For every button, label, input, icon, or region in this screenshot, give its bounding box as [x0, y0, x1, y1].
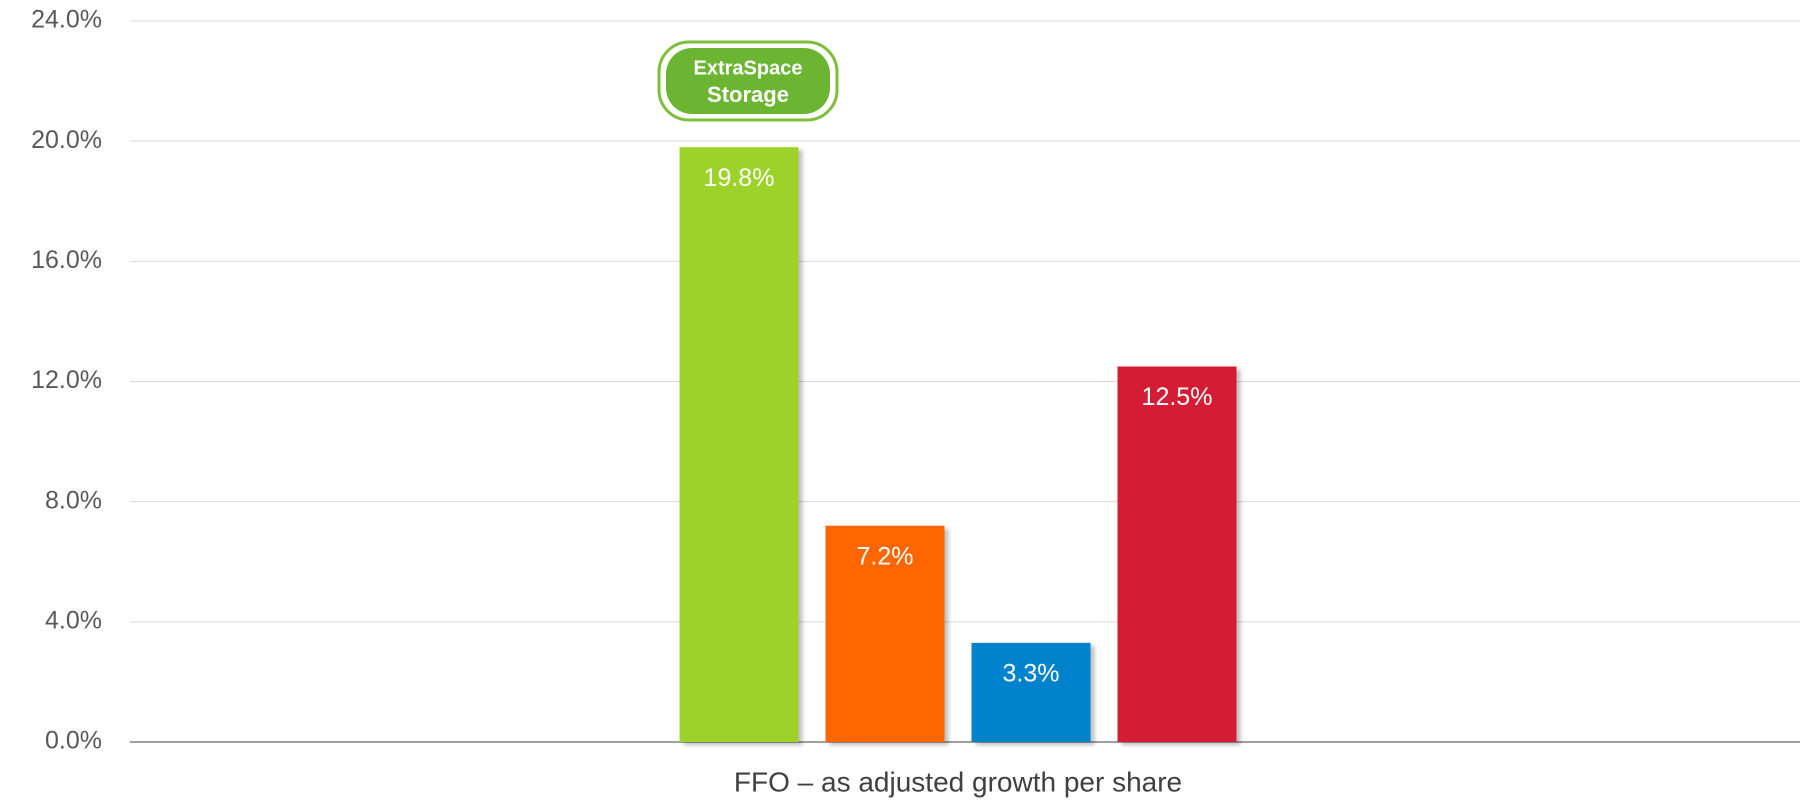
y-tick-label: 0.0% — [45, 727, 102, 755]
y-tick-label: 8.0% — [45, 486, 102, 514]
data-label: 19.8% — [704, 164, 775, 192]
bar — [1117, 366, 1237, 742]
x-tick-label: FFO – as adjusted growth per share — [734, 766, 1182, 797]
data-label: 12.5% — [1142, 383, 1213, 411]
y-tick-label: 16.0% — [31, 246, 102, 274]
bar — [825, 525, 945, 742]
data-label: 7.2% — [857, 542, 914, 570]
y-tick-label: 20.0% — [31, 126, 102, 154]
logo-fill — [666, 48, 830, 114]
logo: ExtraSpace Storage — [657, 40, 839, 122]
logo-text: Storage — [707, 82, 789, 107]
y-tick-label: 12.0% — [31, 366, 102, 394]
data-label: 3.3% — [1003, 659, 1060, 687]
bar — [679, 147, 799, 743]
logo-text: ExtraSpace — [694, 57, 803, 79]
y-tick-label: 24.0% — [31, 6, 102, 34]
bar — [971, 642, 1091, 742]
y-tick-label: 4.0% — [45, 606, 102, 634]
